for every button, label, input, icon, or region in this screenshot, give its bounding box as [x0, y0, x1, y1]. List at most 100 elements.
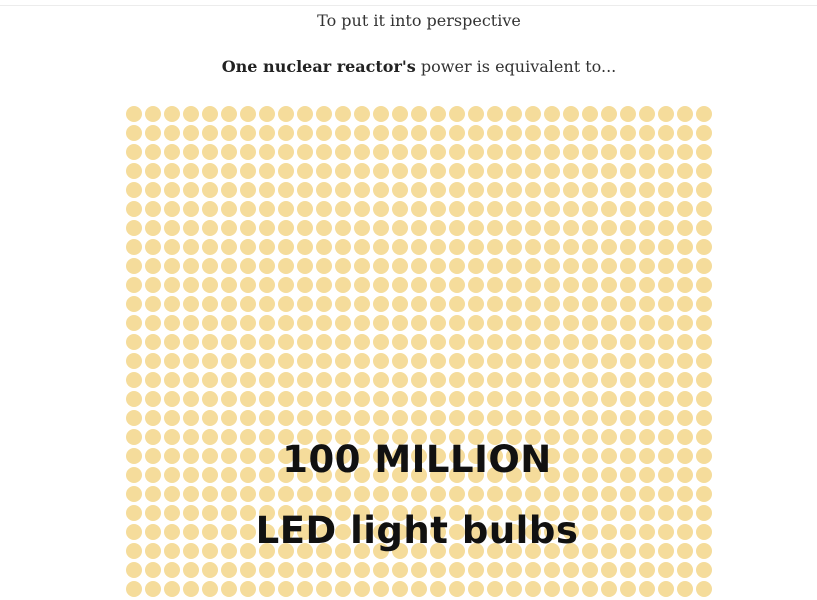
bulb-dot [164, 391, 180, 407]
bulb-dot [582, 334, 598, 350]
bulb-dot [677, 543, 693, 559]
bulb-dot [487, 448, 503, 464]
bulb-dot [430, 353, 446, 369]
bulb-dot [677, 505, 693, 521]
bulb-dot [316, 448, 332, 464]
bulb-dot [582, 296, 598, 312]
bulb-dot [411, 144, 427, 160]
bulb-dot [411, 258, 427, 274]
bulb-dot [411, 296, 427, 312]
bulb-dot [278, 391, 294, 407]
bulb-dot [639, 201, 655, 217]
bulb-dot [601, 543, 617, 559]
bulb-dot [373, 353, 389, 369]
bulb-dot [677, 163, 693, 179]
bulb-dot [411, 239, 427, 255]
bulb-dot [278, 581, 294, 597]
bulb-dot [297, 353, 313, 369]
bulb-dot [354, 372, 370, 388]
bulb-dot [677, 524, 693, 540]
bulb-dot [449, 182, 465, 198]
bulb-dot [392, 125, 408, 141]
bulb-dot [392, 543, 408, 559]
bulb-dot [278, 410, 294, 426]
bulb-dot [544, 524, 560, 540]
bulb-dot [373, 581, 389, 597]
bulb-dot [696, 220, 712, 236]
bulb-dot [335, 201, 351, 217]
bulb-dot [563, 182, 579, 198]
bulb-dot [126, 315, 142, 331]
bulb-dot [126, 334, 142, 350]
bulb-dot [487, 334, 503, 350]
bulb-dot [677, 467, 693, 483]
bulb-dot [373, 429, 389, 445]
bulb-dot [164, 429, 180, 445]
bulb-dot [449, 277, 465, 293]
bulb-dot [354, 163, 370, 179]
bulb-dot [259, 486, 275, 502]
bulb-dot [601, 429, 617, 445]
bulb-dot [164, 543, 180, 559]
bulb-dot [126, 581, 142, 597]
bulb-dot [297, 296, 313, 312]
bulb-dot [297, 258, 313, 274]
bulb-dot [278, 220, 294, 236]
bulb-dot [487, 486, 503, 502]
bulb-dot [373, 296, 389, 312]
bulb-dot [620, 258, 636, 274]
bulb-dot [392, 486, 408, 502]
bulb-dot [601, 239, 617, 255]
bulb-dot [696, 239, 712, 255]
bulb-dot [639, 353, 655, 369]
bulb-dot [620, 543, 636, 559]
bulb-dot [373, 220, 389, 236]
bulb-dot [335, 277, 351, 293]
bulb-dot [392, 182, 408, 198]
bulb-dot [126, 524, 142, 540]
bulb-dot [316, 201, 332, 217]
bulb-dot [620, 220, 636, 236]
bulb-dot [601, 258, 617, 274]
bulb-dot [696, 543, 712, 559]
bulb-dot [278, 448, 294, 464]
bulb-dot [544, 296, 560, 312]
bulb-dot [278, 144, 294, 160]
bulb-dot [430, 543, 446, 559]
bulb-dot [202, 410, 218, 426]
bulb-dot [411, 581, 427, 597]
bulb-dot [696, 448, 712, 464]
bulb-dot [164, 315, 180, 331]
bulb-dot [202, 543, 218, 559]
bulb-dot [506, 163, 522, 179]
bulb-dot [221, 334, 237, 350]
bulb-dot [620, 163, 636, 179]
bulb-dot [658, 144, 674, 160]
bulb-dot [449, 144, 465, 160]
bulb-dot [487, 239, 503, 255]
bulb-dot [316, 277, 332, 293]
bulb-dot [126, 182, 142, 198]
bulb-dot [658, 106, 674, 122]
bulb-dot [392, 581, 408, 597]
bulb-dot [468, 201, 484, 217]
bulb-dot [658, 277, 674, 293]
bulb-dot [392, 106, 408, 122]
bulb-dot [525, 144, 541, 160]
bulb-dot [240, 239, 256, 255]
bulb-dot [202, 448, 218, 464]
bulb-dot [221, 239, 237, 255]
bulb-dot [449, 410, 465, 426]
bulb-dot [183, 448, 199, 464]
bulb-dot [126, 562, 142, 578]
bulb-dot [601, 372, 617, 388]
bulb-dot [506, 505, 522, 521]
bulb-dot [278, 106, 294, 122]
bulb-dot [259, 353, 275, 369]
bulb-dot [259, 391, 275, 407]
bulb-dot [525, 410, 541, 426]
bulb-dot [278, 505, 294, 521]
bulb-dot [639, 239, 655, 255]
bulb-dot [126, 505, 142, 521]
bulb-dot [316, 410, 332, 426]
